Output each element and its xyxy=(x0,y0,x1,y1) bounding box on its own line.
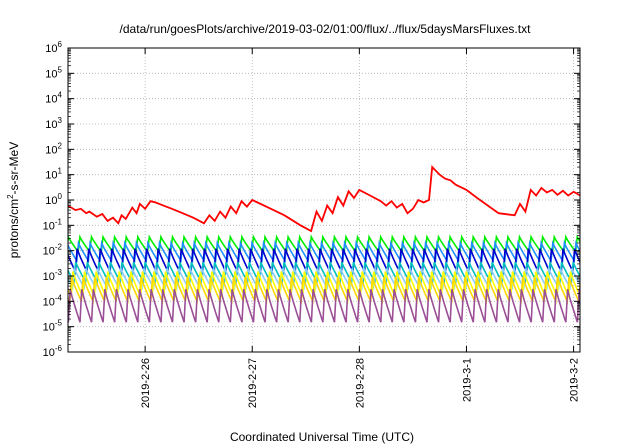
y-axis-label-prefix: protons/cm xyxy=(7,199,21,258)
y-tick-label-base: 10 xyxy=(43,220,55,232)
y-axis-label-superscript: 2 xyxy=(6,194,15,199)
series-line-4 xyxy=(68,261,580,285)
y-tick-label-exponent: -4 xyxy=(55,293,63,302)
x-tick-label: 2019-2-26 xyxy=(140,358,152,408)
y-tick-label: 106 xyxy=(45,40,62,55)
y-tick-label: 10-2 xyxy=(43,243,63,258)
y-tick-label-exponent: 4 xyxy=(58,91,63,100)
y-tick-label: 10-1 xyxy=(43,217,63,232)
x-tick-label: 2019-3-1 xyxy=(462,358,474,402)
series-line-6 xyxy=(68,271,580,298)
y-tick-label-base: 10 xyxy=(45,144,57,156)
y-tick-label-base: 10 xyxy=(43,322,55,334)
y-tick-label-exponent: -2 xyxy=(55,243,63,252)
x-tick-label: 2019-3-2 xyxy=(569,358,581,402)
y-tick-label-exponent: 2 xyxy=(58,141,63,150)
y-tick-label: 103 xyxy=(45,116,62,131)
y-tick-label: 105 xyxy=(45,65,62,80)
y-tick-label-base: 10 xyxy=(45,43,57,55)
chart-title: /data/run/goesPlots/archive/2019-03-02/0… xyxy=(120,22,532,36)
y-tick-label: 102 xyxy=(45,141,62,156)
y-tick-label: 10-4 xyxy=(43,293,63,308)
plot-area: 10-610-510-410-310-210-11001011021031041… xyxy=(43,40,581,408)
y-tick-label: 10-6 xyxy=(43,344,63,359)
y-tick-label-exponent: -5 xyxy=(55,319,63,328)
y-tick-label-base: 10 xyxy=(43,271,55,283)
y-tick-label: 10-3 xyxy=(43,268,63,283)
y-tick-label-exponent: 5 xyxy=(58,65,63,74)
y-tick-label-base: 10 xyxy=(45,68,57,80)
y-tick-label-base: 10 xyxy=(43,246,55,258)
y-tick-label: 104 xyxy=(45,91,62,106)
y-tick-label-exponent: 0 xyxy=(58,192,63,201)
y-tick-label: 100 xyxy=(45,192,62,207)
series-group xyxy=(68,164,580,323)
y-tick-label-exponent: -3 xyxy=(55,268,63,277)
y-tick-label-exponent: 6 xyxy=(58,40,63,49)
y-tick-label-exponent: 3 xyxy=(58,116,63,125)
y-axis-label: protons/cm2-s-sr-MeV xyxy=(6,142,21,258)
x-tick-label: 2019-2-28 xyxy=(354,358,366,408)
y-tick-label-base: 10 xyxy=(43,296,55,308)
x-axis-label: Coordinated Universal Time (UTC) xyxy=(230,430,414,444)
y-tick-label-base: 10 xyxy=(45,195,57,207)
y-tick-label-exponent: -1 xyxy=(55,217,63,226)
y-tick-label: 101 xyxy=(45,167,62,182)
y-axis-label-suffix: -s-sr-MeV xyxy=(7,142,21,195)
y-tick-label-base: 10 xyxy=(45,170,57,182)
series-line-7 xyxy=(68,276,580,305)
series-line-0 xyxy=(68,164,580,233)
y-tick-label-base: 10 xyxy=(45,94,57,106)
y-tick-label-base: 10 xyxy=(45,119,57,131)
y-tick-label-base: 10 xyxy=(43,347,55,359)
y-tick-label-exponent: 1 xyxy=(58,167,63,176)
series-line-8 xyxy=(68,289,580,323)
y-tick-label-exponent: -6 xyxy=(55,344,63,353)
x-tick-label: 2019-2-27 xyxy=(247,358,259,408)
y-tick-label: 10-5 xyxy=(43,319,63,334)
